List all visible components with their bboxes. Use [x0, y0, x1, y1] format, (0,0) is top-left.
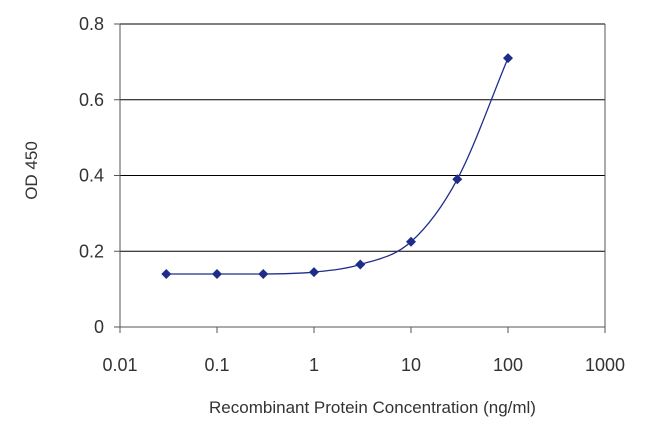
data-point	[309, 267, 319, 278]
grid-lines	[120, 23, 605, 252]
y-tick-label: 0.8	[79, 14, 104, 34]
x-axis-title: Recombinant Protein Concentration (ng/ml…	[209, 398, 536, 417]
data-point	[212, 268, 222, 279]
y-tick-label: 0.4	[79, 166, 104, 186]
fit-curve	[166, 57, 509, 275]
x-tick-label: 0.1	[204, 355, 229, 375]
y-tick-label: 0	[94, 317, 104, 337]
x-tick-label: 1	[309, 355, 319, 375]
data-points	[161, 53, 513, 279]
tick-labels: 0 0.2 0.4 0.6 0.8 0.01 0.1 1 10 100 1000	[79, 14, 625, 375]
data-point	[406, 236, 416, 247]
axes	[114, 23, 606, 333]
x-tick-label: 1000	[585, 355, 625, 375]
data-point	[161, 268, 172, 279]
y-axis-title: OD 450	[22, 141, 41, 200]
x-tick-label: 100	[493, 355, 523, 375]
data-point	[355, 259, 366, 270]
x-tick-label: 0.01	[102, 355, 137, 375]
data-point	[452, 174, 463, 185]
y-tick-label: 0.2	[79, 241, 104, 261]
data-point	[258, 268, 269, 279]
x-tick-label: 10	[401, 355, 421, 375]
y-tick-label: 0.6	[79, 90, 104, 110]
series-line	[166, 57, 509, 275]
data-point	[503, 53, 513, 64]
